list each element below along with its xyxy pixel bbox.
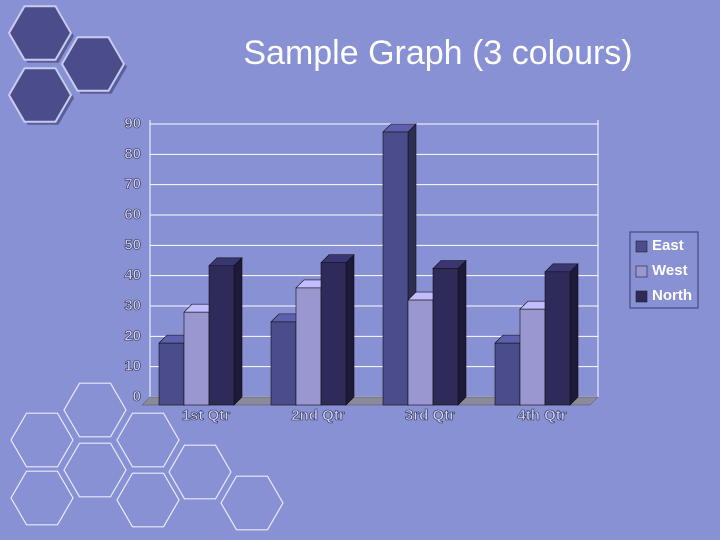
y-tick-label: 50 [124, 236, 141, 253]
bar [270, 321, 297, 406]
x-tick-label: 4th Qtr [517, 407, 566, 424]
bar [208, 265, 235, 406]
chart-title: Sample Graph (3 colours) [243, 34, 632, 72]
x-tick-label: 2nd Qtr [291, 407, 344, 424]
bar [158, 342, 185, 406]
bar-side [233, 257, 243, 406]
bar [382, 131, 409, 406]
hexagon [220, 475, 284, 531]
legend-label: East [652, 237, 684, 254]
bar [432, 268, 459, 406]
x-tick-label: 1st Qtr [182, 407, 231, 424]
hexagon [116, 472, 180, 528]
hexagon [63, 382, 127, 438]
bar [544, 271, 571, 406]
bar-side [457, 259, 467, 406]
legend-swatch [635, 290, 648, 303]
hexagon [7, 67, 73, 123]
bar [494, 342, 521, 406]
legend-swatch [635, 240, 648, 253]
decoration [7, 5, 284, 531]
y-tick-label: 40 [124, 267, 141, 284]
y-tick-label: 30 [124, 297, 141, 314]
legend-label: North [652, 287, 692, 304]
y-tick-label: 80 [124, 145, 141, 162]
hexagon [63, 442, 127, 498]
y-tick-label: 20 [124, 327, 141, 344]
hexagon [10, 470, 74, 526]
bar [320, 262, 347, 406]
hexagon [60, 36, 126, 92]
legend-label: West [652, 262, 688, 279]
bar [183, 311, 210, 406]
legend-swatch [635, 265, 648, 278]
y-tick-label: 0 [133, 388, 141, 405]
bar-side [569, 263, 579, 406]
hexagon [7, 5, 73, 61]
hexagon [10, 412, 74, 468]
x-tick-label: 3rd Qtr [405, 407, 455, 424]
y-tick-label: 70 [124, 176, 141, 193]
bar [519, 308, 546, 406]
bar [407, 299, 434, 406]
hexagon [116, 412, 180, 468]
y-tick-label: 10 [124, 358, 141, 375]
bar-side [345, 254, 355, 406]
y-tick-label: 60 [124, 206, 141, 223]
hexagon [168, 444, 232, 500]
y-tick-label: 90 [124, 115, 141, 132]
bar [295, 287, 322, 406]
